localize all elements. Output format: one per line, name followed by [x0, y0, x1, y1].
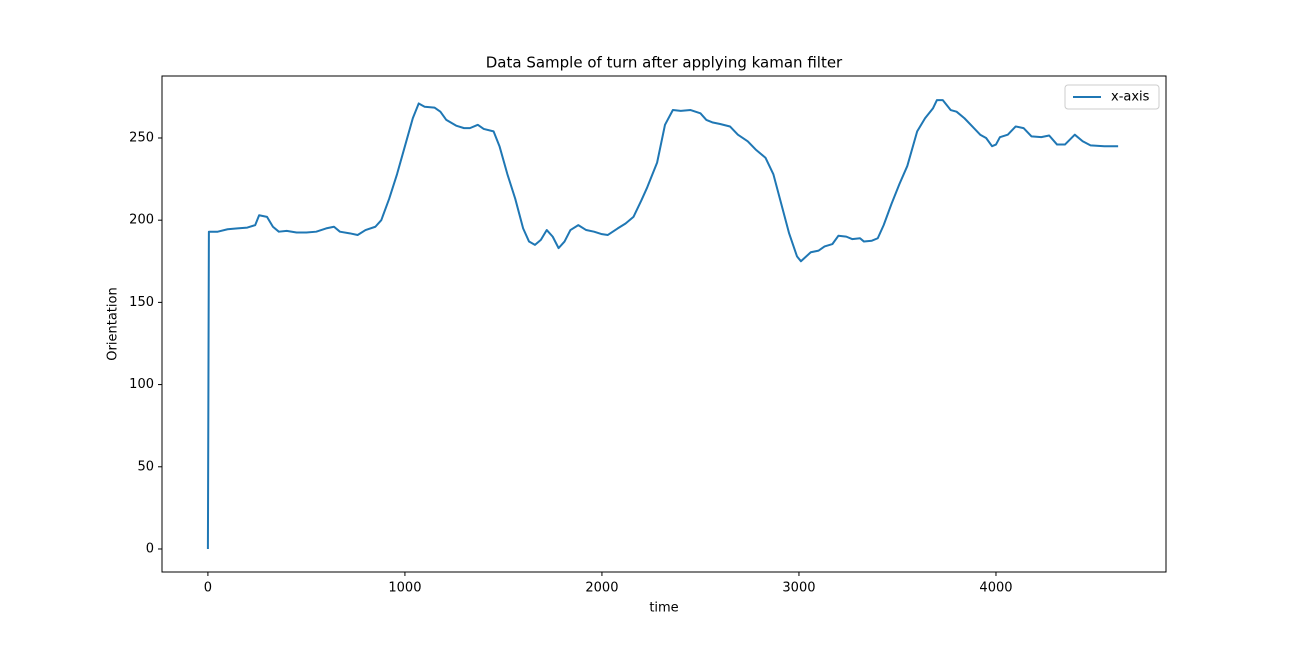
- plot-frame: [161, 75, 1167, 573]
- x-axis-label: time: [649, 601, 678, 616]
- x-tick-label: 0: [204, 581, 212, 596]
- chart-title: Data Sample of turn after applying kaman…: [486, 54, 843, 72]
- y-tick-label: 200: [129, 213, 154, 228]
- x-tick-label: 3000: [782, 581, 815, 596]
- y-tick-label: 100: [129, 377, 154, 392]
- x-tick-label: 1000: [388, 581, 421, 596]
- y-tick-label: 0: [146, 541, 154, 556]
- y-axis-label: Orientation: [106, 287, 121, 360]
- legend-box: [1064, 84, 1160, 110]
- legend-label: x-axis: [1111, 90, 1150, 105]
- x-tick-label: 2000: [585, 581, 618, 596]
- data-line: [206, 99, 1119, 549]
- y-tick-label: 50: [137, 459, 154, 474]
- y-tick-label: 250: [129, 130, 154, 145]
- x-tick-label: 4000: [979, 581, 1012, 596]
- y-tick-label: 150: [129, 295, 154, 310]
